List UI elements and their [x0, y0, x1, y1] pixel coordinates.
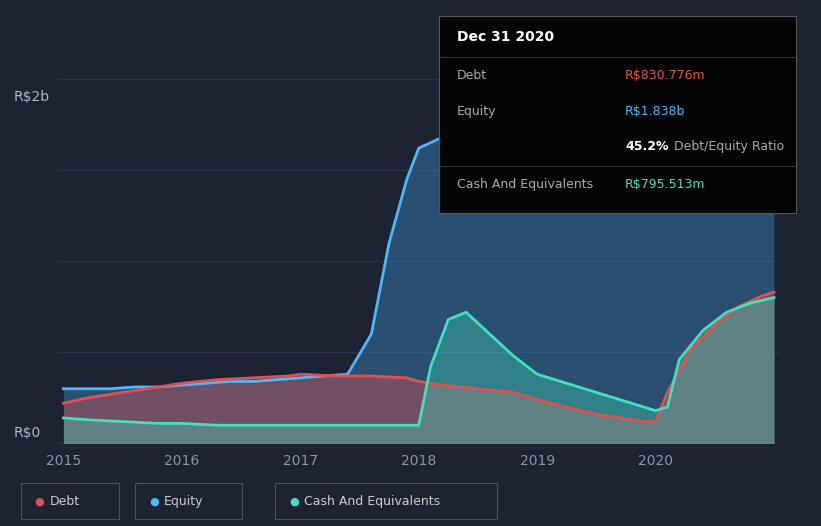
Text: Cash And Equivalents: Cash And Equivalents: [304, 495, 440, 508]
Text: Debt: Debt: [457, 69, 487, 82]
Text: R$830.776m: R$830.776m: [625, 69, 705, 82]
Text: 45.2%: 45.2%: [625, 140, 668, 153]
Text: R$0: R$0: [14, 426, 41, 440]
Text: Dec 31 2020: Dec 31 2020: [457, 29, 554, 44]
Text: R$795.513m: R$795.513m: [625, 178, 705, 190]
Text: R$2b: R$2b: [14, 90, 50, 104]
Text: ●: ●: [149, 496, 159, 507]
Text: Debt/Equity Ratio: Debt/Equity Ratio: [670, 140, 784, 153]
Text: R$1.838b: R$1.838b: [625, 105, 686, 117]
Text: Equity: Equity: [164, 495, 204, 508]
Text: ●: ●: [34, 496, 44, 507]
Text: Debt: Debt: [49, 495, 80, 508]
Text: Equity: Equity: [457, 105, 497, 117]
Text: Cash And Equivalents: Cash And Equivalents: [457, 178, 594, 190]
Text: ●: ●: [289, 496, 299, 507]
